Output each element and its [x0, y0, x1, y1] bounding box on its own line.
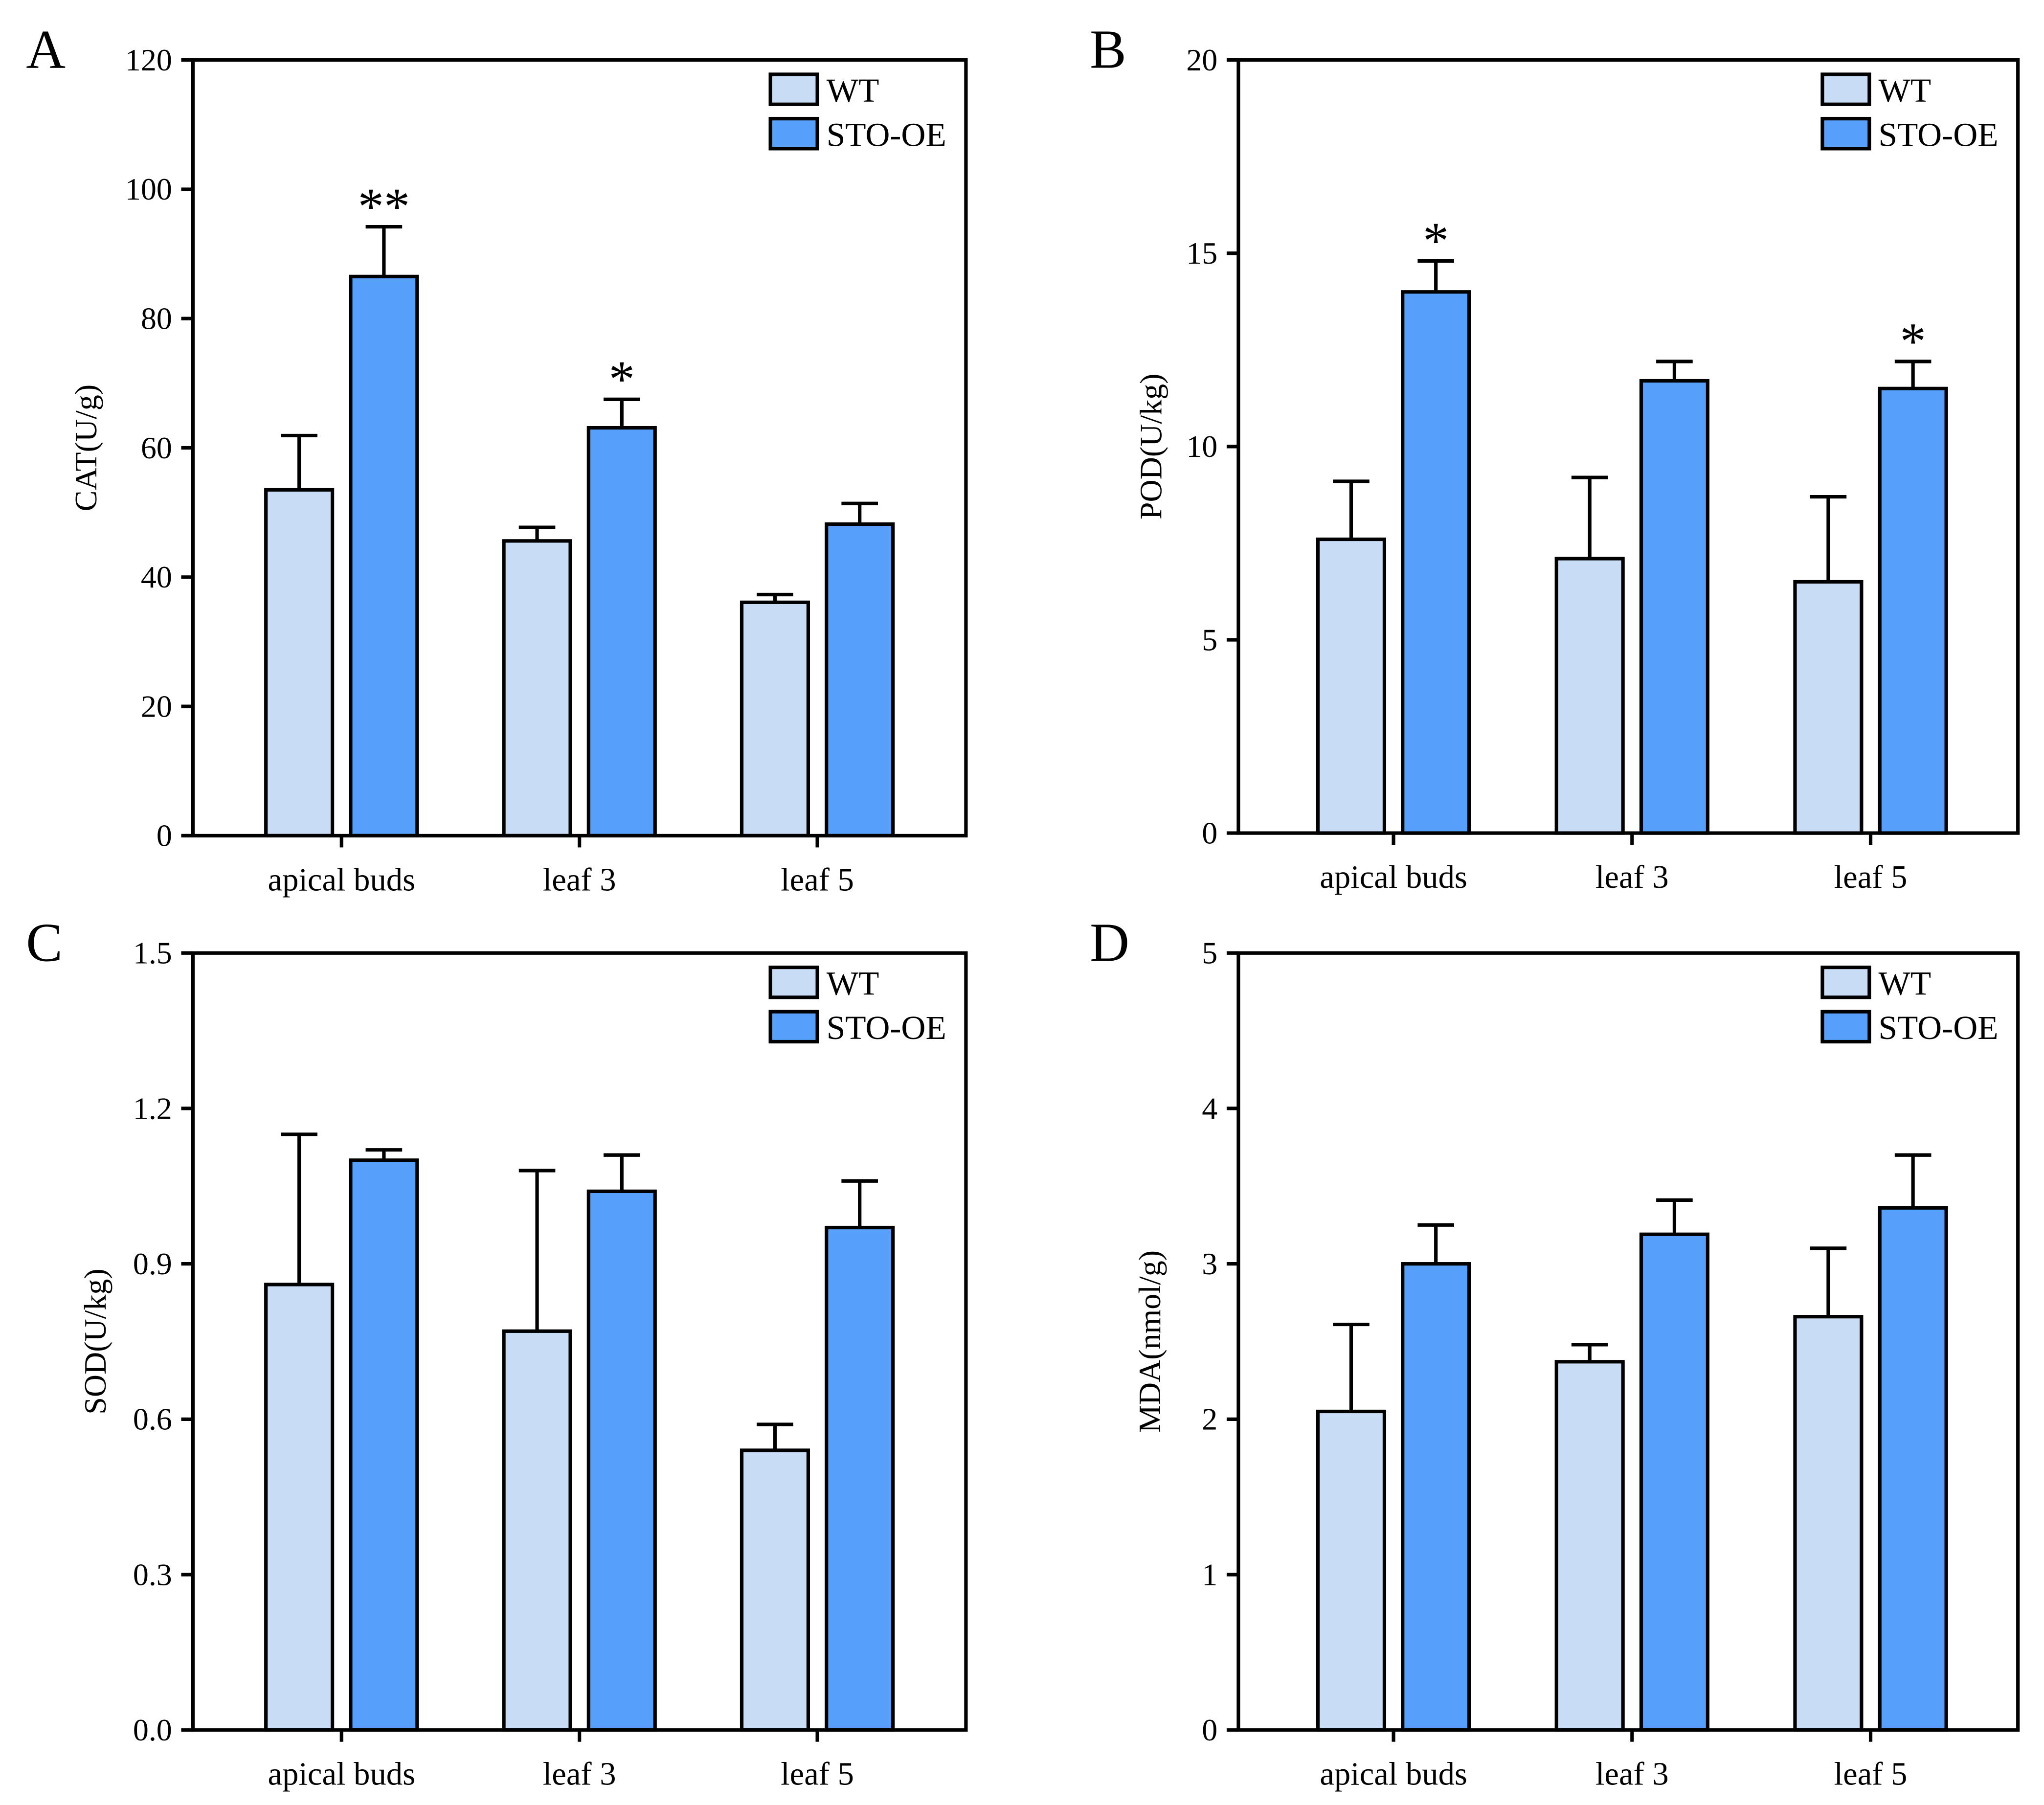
bar-wt-leaf-3: [1554, 1360, 1625, 1732]
significance-marker-sto-oe-leaf-3: *: [609, 351, 635, 408]
y-axis-label: CAT(U/g): [68, 384, 103, 511]
y-tick-label: 0.9: [133, 1246, 172, 1281]
bar-wt-apical-buds: [264, 1283, 335, 1732]
panel-d: D 0 1 2 3 4 5 MDA(nmol/g) apical buds leaf 3 leaf …: [1090, 912, 2020, 1792]
y-tick-label: 1: [1202, 1557, 1217, 1592]
bar-sto-oe-apical-buds: [1401, 290, 1471, 835]
y-tick-label: 80: [141, 301, 172, 336]
panel-label: A: [26, 20, 66, 80]
y-tick-label: 100: [125, 172, 172, 206]
x-tick-label: apical buds: [1320, 859, 1467, 895]
bar-sto-oe-apical-buds: [349, 1158, 419, 1732]
legend-swatch-sto-oe: [1820, 116, 1871, 151]
bar-wt-leaf-5: [1793, 1315, 1864, 1732]
legend-label-wt: WT: [1879, 71, 1932, 109]
plot-frame: [191, 951, 968, 1732]
y-axis-label: MDA(nmol/g): [1132, 1250, 1167, 1433]
y-tick-label: 10: [1186, 429, 1217, 464]
y-tick-label: 4: [1202, 1091, 1217, 1126]
panel-a: A 0 20 40 60 80 100 120 CAT(U/g) apical buds ** lea…: [26, 20, 968, 898]
y-tick-label: 5: [1202, 622, 1217, 657]
x-tick-label: apical buds: [268, 862, 416, 898]
bar-sto-oe-leaf-5: [825, 522, 895, 838]
bar-wt-leaf-5: [740, 600, 810, 838]
y-tick-label: 1.5: [133, 936, 172, 970]
legend-label-wt: WT: [827, 71, 879, 109]
significance-marker-sto-oe-leaf-5: *: [1900, 313, 1926, 371]
bar-sto-oe-leaf-3: [1639, 1232, 1709, 1732]
panel-b: B 0 5 10 15 20 POD(U/kg) apical buds * leaf 3 leaf…: [1090, 20, 2020, 895]
bar-sto-oe-leaf-5: [1878, 1206, 1948, 1732]
y-tick-label: 0: [157, 818, 172, 853]
bar-wt-apical-buds: [1316, 1409, 1387, 1732]
plot-frame: [191, 58, 968, 838]
y-tick-label: 15: [1186, 236, 1217, 271]
y-axis-label: POD(U/kg): [1134, 374, 1168, 519]
legend-swatch-wt: [1820, 72, 1871, 106]
x-tick-label: leaf 3: [543, 862, 616, 898]
legend-swatch-wt: [768, 72, 819, 106]
legend-label-wt: WT: [827, 965, 879, 1002]
panel-label: B: [1090, 20, 1126, 80]
x-tick-label: apical buds: [1320, 1757, 1467, 1792]
y-tick-label: 3: [1202, 1246, 1217, 1281]
legend-swatch-sto-oe: [1820, 1010, 1871, 1044]
y-tick-label: 20: [141, 689, 172, 723]
y-tick-label: 20: [1186, 43, 1217, 77]
x-tick-label: leaf 5: [1834, 1757, 1908, 1792]
bar-wt-apical-buds: [1316, 537, 1387, 835]
bar-sto-oe-leaf-5: [825, 1225, 895, 1732]
plot-frame: [1236, 58, 2020, 835]
y-tick-label: 0.0: [133, 1713, 172, 1747]
legend-swatch-wt: [768, 965, 819, 999]
panel-label: D: [1090, 912, 1129, 973]
y-tick-label: 40: [141, 560, 172, 594]
significance-marker-sto-oe-apical-buds: **: [358, 178, 410, 236]
y-tick-label: 0.3: [133, 1557, 172, 1592]
legend-swatch-sto-oe: [768, 116, 819, 151]
legend-label-sto-oe: STO-OE: [1879, 1009, 1999, 1046]
bar-sto-oe-leaf-3: [586, 426, 657, 838]
y-tick-label: 5: [1202, 936, 1217, 970]
bar-sto-oe-leaf-5: [1878, 386, 1948, 835]
y-tick-label: 60: [141, 430, 172, 465]
bar-wt-leaf-3: [1554, 557, 1625, 835]
panel-c: C 0.0 0.3 0.6 0.9 1.2 1.5 SOD(U/kg) apical buds l…: [26, 912, 968, 1792]
y-axis-label: SOD(U/kg): [78, 1268, 112, 1414]
legend-label-sto-oe: STO-OE: [827, 1009, 946, 1046]
bar-wt-leaf-5: [740, 1448, 810, 1732]
x-tick-label: leaf 5: [1834, 859, 1908, 895]
y-tick-label: 0.6: [133, 1402, 172, 1437]
bar-sto-oe-apical-buds: [349, 274, 419, 838]
legend-label-wt: WT: [1879, 965, 1932, 1002]
y-tick-label: 0: [1202, 815, 1217, 850]
y-tick-label: 0: [1202, 1713, 1217, 1747]
x-tick-label: apical buds: [268, 1757, 416, 1792]
x-tick-label: leaf 5: [781, 1757, 854, 1792]
x-tick-label: leaf 3: [1595, 859, 1669, 895]
bar-wt-apical-buds: [264, 488, 335, 838]
panel-label: C: [26, 912, 63, 973]
x-tick-label: leaf 3: [543, 1757, 616, 1792]
bar-wt-leaf-5: [1793, 580, 1864, 835]
x-tick-label: leaf 3: [1595, 1757, 1669, 1792]
bar-sto-oe-leaf-3: [586, 1189, 657, 1732]
y-tick-label: 1.2: [133, 1091, 172, 1126]
bar-wt-leaf-3: [502, 1329, 572, 1732]
significance-marker-sto-oe-apical-buds: *: [1423, 212, 1449, 270]
y-tick-label: 120: [125, 43, 172, 77]
bar-sto-oe-leaf-3: [1639, 379, 1709, 835]
legend-label-sto-oe: STO-OE: [1879, 116, 1999, 154]
plot-frame: [1236, 951, 2020, 1732]
y-tick-label: 2: [1202, 1402, 1217, 1437]
legend-swatch-sto-oe: [768, 1010, 819, 1044]
legend-swatch-wt: [1820, 965, 1871, 999]
x-tick-label: leaf 5: [781, 862, 854, 898]
bar-sto-oe-apical-buds: [1401, 1262, 1471, 1732]
bar-wt-leaf-3: [502, 539, 572, 838]
legend-label-sto-oe: STO-OE: [827, 116, 946, 154]
